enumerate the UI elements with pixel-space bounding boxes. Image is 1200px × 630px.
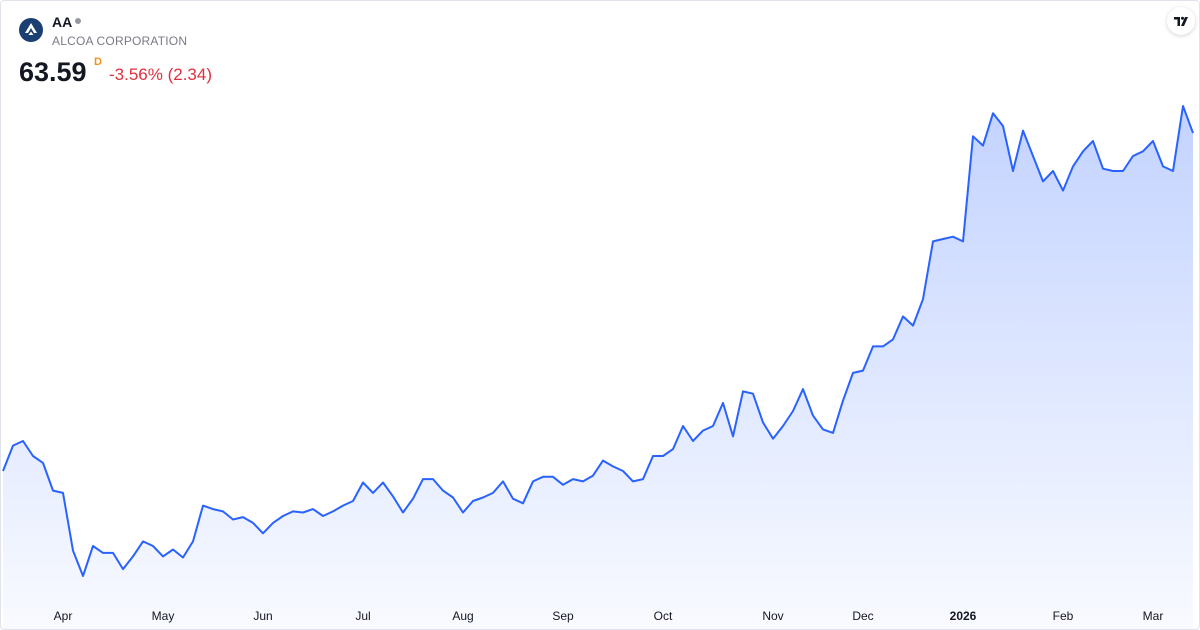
area-fill [3, 106, 1193, 629]
x-tick-label: 2026 [950, 609, 977, 623]
last-price: 63.59 [19, 57, 87, 87]
x-tick-label: Sep [552, 609, 574, 623]
x-tick-label: Oct [654, 609, 673, 623]
price-line [2, 105, 1194, 577]
ticker[interactable]: AA [52, 14, 73, 30]
x-tick-label: Mar [1143, 609, 1164, 623]
x-tick-label: Apr [54, 609, 73, 623]
tradingview-logo[interactable] [1167, 7, 1195, 35]
company-name: ALCOA CORPORATION [52, 34, 188, 48]
x-tick-label: Dec [852, 609, 873, 623]
x-tick-label: Jul [355, 609, 370, 623]
market-status [75, 18, 81, 24]
interval: D [94, 56, 102, 68]
x-tick-label: May [152, 609, 175, 623]
x-tick-label: Jun [253, 609, 272, 623]
x-tick-label: Nov [762, 609, 783, 623]
x-tick-label: Aug [452, 609, 473, 623]
x-tick-label: Feb [1053, 609, 1074, 623]
company-logo [19, 18, 43, 42]
price-change: -3.56% (2.34) [109, 65, 212, 84]
